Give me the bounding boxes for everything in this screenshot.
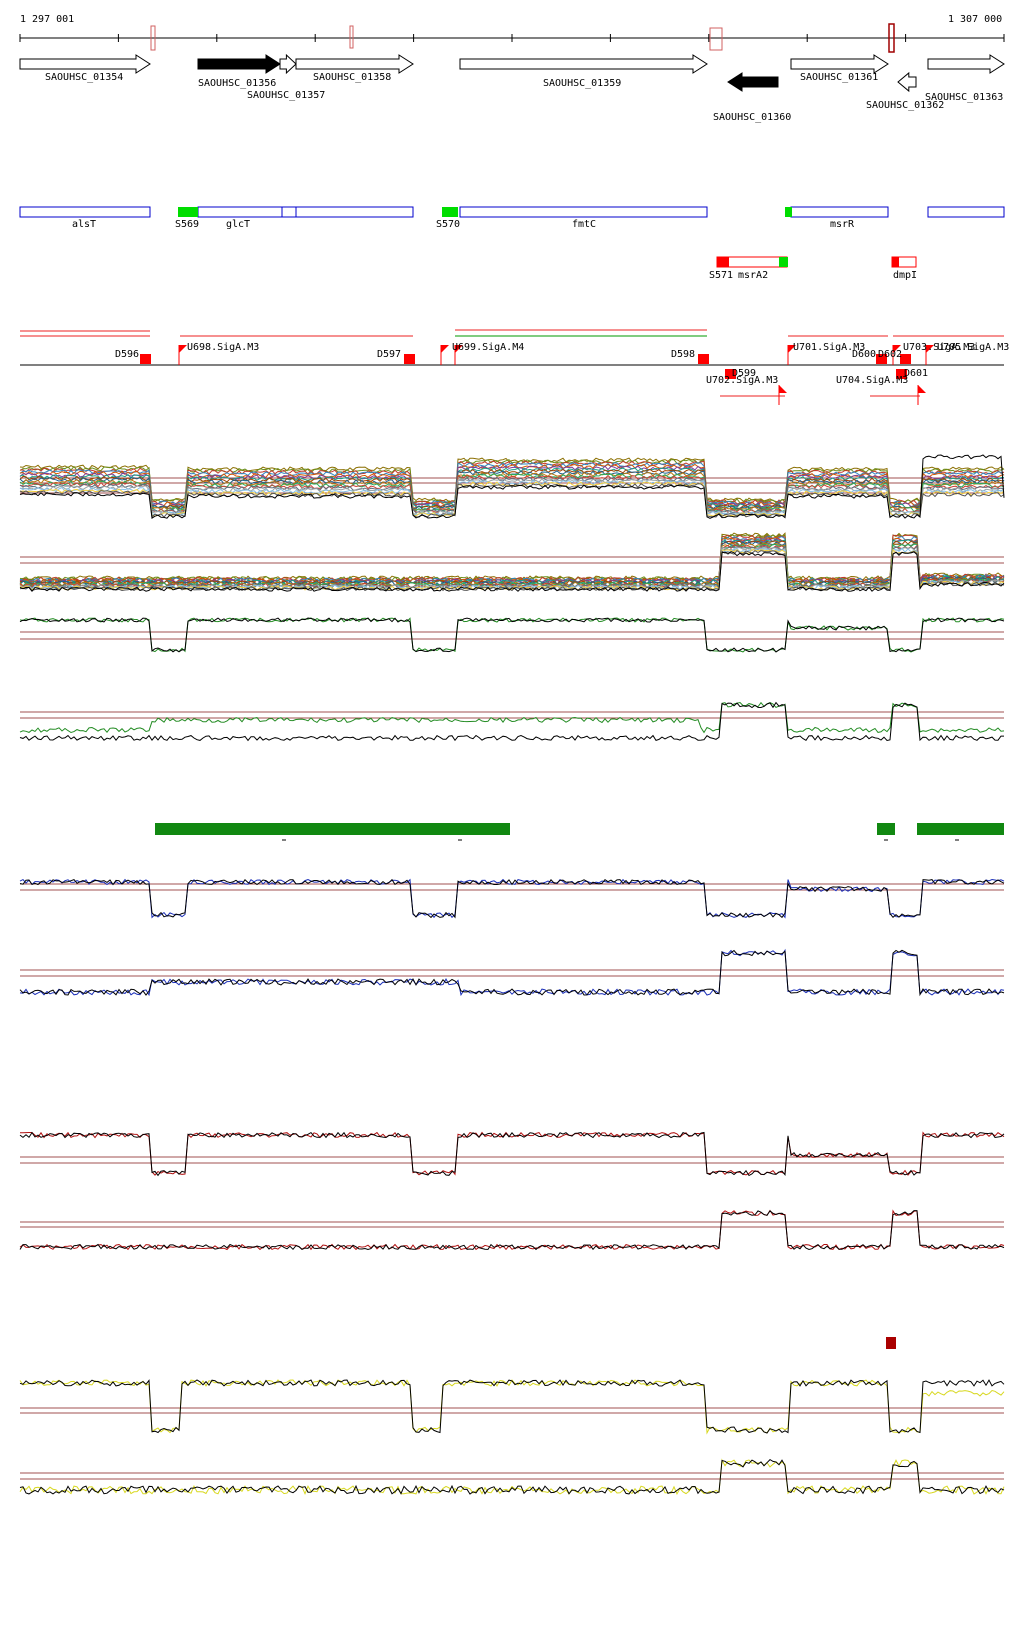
gene-saouhsc_01359[interactable]: SAOUHSC_01359 [459,54,708,89]
expression-panel [19,701,1005,742]
operon-unnamed[interactable] [927,206,1005,218]
tu-label: U699.SigA.M4 [452,342,524,353]
gene-label: SAOUHSC_01361 [800,72,878,83]
gene-saouhsc_01360[interactable]: SAOUHSC_01360 [713,72,791,123]
promoter-s570[interactable] [442,207,458,217]
ruler-markers [150,23,895,53]
tu-label: U698.SigA.M3 [187,342,259,353]
promoter-s569[interactable] [178,207,198,217]
gene-saouhsc_01362[interactable]: SAOUHSC_01362 [866,71,944,111]
feature-label-s570: S570 [436,219,460,230]
gene-saouhsc_01354[interactable]: SAOUHSC_01354 [19,54,151,83]
operon-label: glcT [226,219,250,230]
tu-label: U703.SigA.M3 [903,342,975,353]
operon-label: alsT [72,219,96,230]
operons-track: alsT glcT fmtC msrR [19,206,1005,230]
tu-label: U701.SigA.M3 [793,342,865,353]
expression-panel [19,1209,1005,1251]
promoter-msrr[interactable] [785,207,792,217]
expression-panel [19,454,1005,519]
tu-label: D596 [115,349,139,360]
expression-panel [19,532,1005,592]
expression-panel [19,878,1005,919]
expression-panel [19,1131,1005,1177]
gene-label: SAOUHSC_01356 [198,78,276,89]
operon-label: msrR [830,219,855,230]
tu-label: D602 [878,349,902,360]
gene-label: SAOUHSC_01357 [247,90,325,101]
msrA2-feature[interactable] [716,256,788,268]
tu-label: D600 [852,349,876,360]
gene-label: SAOUHSC_01362 [866,100,944,111]
expression-panel [19,1379,1005,1435]
expression-panel [19,1458,1005,1496]
gene-saouhsc_01356[interactable]: SAOUHSC_01356 [197,54,281,89]
segment-block-red [886,1337,896,1349]
tu-label: D598 [671,349,695,360]
tu-label: U705.SigA.M3 [937,342,1009,353]
operon-alsT[interactable]: alsT [19,206,151,230]
gene-label: SAOUHSC_01360 [713,112,791,123]
expression-panel [19,948,1005,997]
gene-saouhsc_01363[interactable]: SAOUHSC_01363 [925,54,1005,103]
segment-bar-green [155,823,1004,841]
dmpI-feature[interactable] [891,256,917,268]
tu-label: D601 [904,368,928,379]
gene-saouhsc_01361[interactable]: SAOUHSC_01361 [790,54,889,83]
expression-panel [19,617,1005,653]
gene-saouhsc_01358[interactable]: SAOUHSC_01358 [295,54,414,83]
feature-label-s569: S569 [175,219,199,230]
coordinate-ruler: 1 297 001 1 307 000 [19,14,1005,53]
gene-label: SAOUHSC_01354 [45,72,123,83]
transcription-units-track: D596 U698.SigA.M3 D597 U699.SigA.M4 D598 D599… [20,329,1009,405]
gene-label: SAOUHSC_01363 [925,92,1003,103]
terminator-markers [140,345,934,405]
gene-label: SAOUHSC_01358 [313,72,391,83]
ruler-start-label: 1 297 001 [20,14,74,25]
feature-label-s571: S571 [709,270,733,281]
tu-label: D597 [377,349,401,360]
tu-label: D599 [732,368,756,379]
operon-msrR[interactable]: msrR [790,206,889,230]
gene-label: SAOUHSC_01359 [543,78,621,89]
operon-fmtC[interactable]: fmtC [459,206,708,230]
ruler-end-label: 1 307 000 [948,14,1002,25]
operon-label: fmtC [572,219,596,230]
feature-label-msra2: msrA2 [738,270,768,281]
tu-label: U702.SigA.M3 [706,375,778,386]
tu-label: U704.SigA.M3 [836,375,908,386]
operon-glcT[interactable]: glcT [197,206,414,230]
features-track: S569 S570 S571 msrA2 dmpI [175,207,917,281]
gene-saouhsc_01357[interactable]: SAOUHSC_01357 [247,53,325,101]
feature-label-dmpi: dmpI [893,270,917,281]
